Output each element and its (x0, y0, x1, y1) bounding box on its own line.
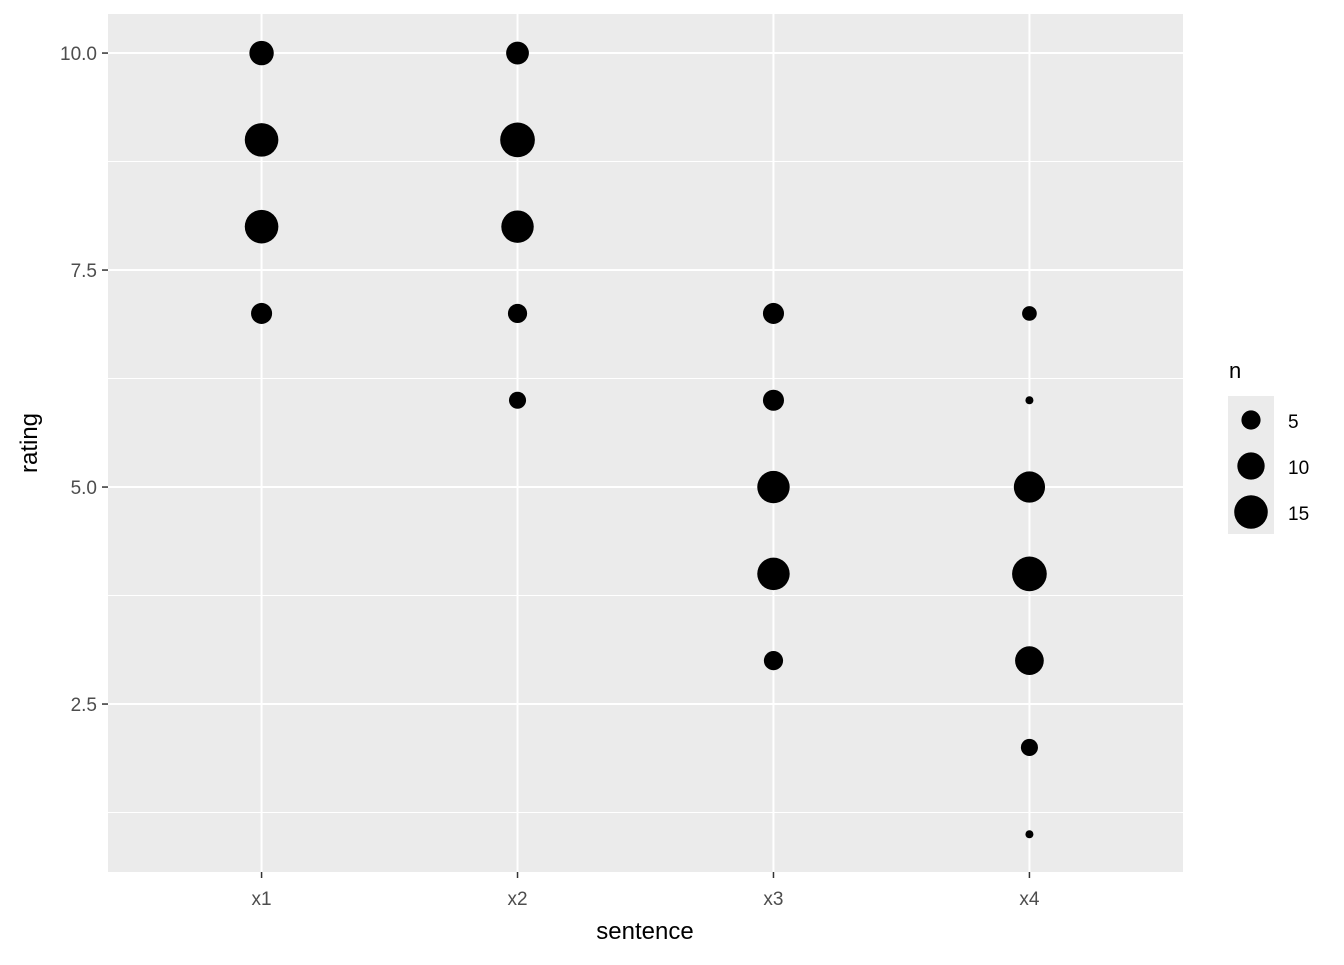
data-point (762, 389, 785, 411)
legend-key (1234, 495, 1268, 529)
data-point (1025, 830, 1034, 839)
data-point (508, 391, 527, 409)
data-point (251, 302, 273, 324)
legend-key (1237, 452, 1265, 480)
x-tick-label: x3 (763, 889, 783, 910)
data-point (763, 651, 784, 671)
x-axis-title: sentence (596, 918, 693, 945)
data-point (762, 302, 785, 324)
legend-title: n (1229, 358, 1241, 383)
data-point (1025, 396, 1034, 405)
x-tick-label: x4 (1019, 889, 1040, 910)
legend-key (1241, 410, 1261, 430)
y-tick-label: 2.5 (71, 695, 97, 716)
y-axis-title: rating (16, 413, 43, 473)
data-point (1022, 306, 1037, 321)
gridlines (108, 14, 1183, 872)
legend-label: 15 (1288, 504, 1309, 525)
data-point (1020, 738, 1038, 756)
data-point (507, 303, 528, 324)
y-tick-label: 7.5 (71, 261, 97, 282)
legend-label: 10 (1288, 458, 1309, 479)
plot-panel (108, 14, 1183, 872)
data-point (501, 210, 534, 243)
data-point (500, 122, 535, 158)
y-tick-label: 10.0 (60, 44, 97, 65)
legend-label: 5 (1288, 412, 1299, 433)
data-point (757, 557, 790, 591)
x-tick-label: x2 (507, 889, 527, 910)
data-point (244, 123, 279, 157)
y-tick-label: 5.0 (71, 478, 97, 499)
data-point (1013, 471, 1046, 503)
points (244, 40, 1047, 839)
data-point (1012, 556, 1047, 592)
data-point (244, 209, 279, 244)
data-point (249, 40, 274, 66)
data-point (1015, 646, 1044, 675)
data-point (757, 470, 790, 504)
x-tick-label: x1 (252, 889, 272, 910)
legend: n 5 10 15 (1228, 358, 1309, 534)
axes: 2.5 5.0 7.5 10.0 x1 x2 x3 x4 (60, 44, 1040, 910)
data-point (506, 41, 529, 65)
